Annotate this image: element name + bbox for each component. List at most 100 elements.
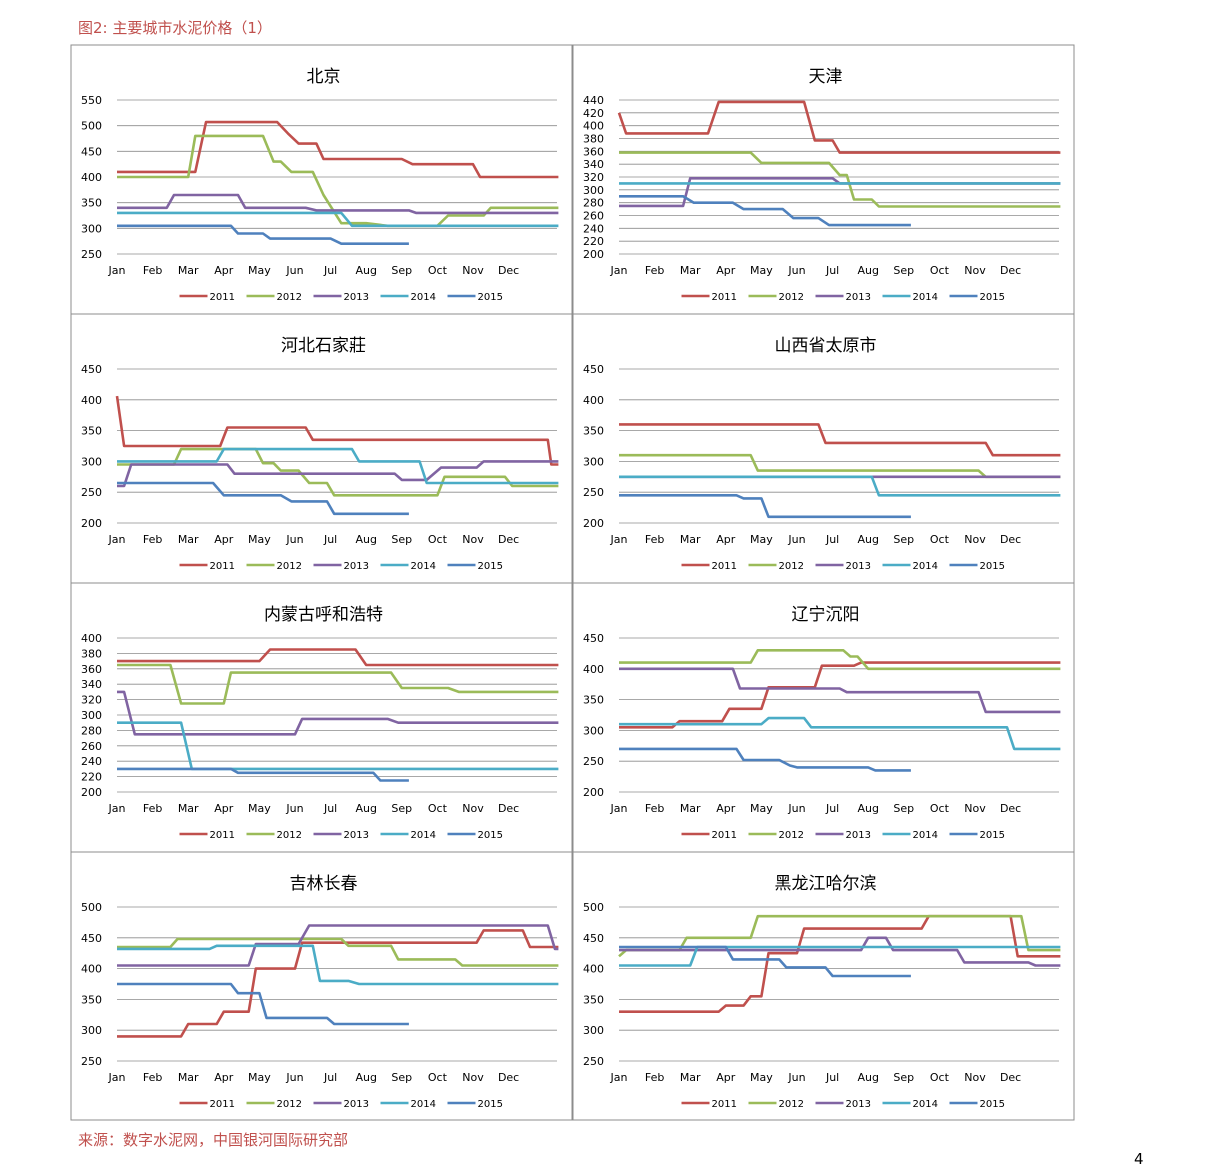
x-tick-label: Feb [143,533,162,546]
x-tick-label: Dec [1000,802,1021,815]
x-tick-label: Nov [964,533,986,546]
x-tick-label: Sep [391,533,412,546]
x-tick-label: Dec [1000,533,1021,546]
x-tick-label: Oct [428,802,448,815]
chart-panel-1: 北京 250 300 350 400 450 500 550 Jan Feb Mar Apr May Ju… [70,44,573,315]
series-line-2013 [117,924,559,967]
y-tick-label: 450 [583,363,604,376]
y-tick-label: 250 [583,486,604,499]
x-tick-label: Nov [462,1071,484,1084]
legend-label-2015: 2015 [478,292,503,303]
legend-label-2013: 2013 [344,561,369,572]
series-line-2015 [117,982,409,1026]
y-tick-label: 220 [583,235,604,248]
y-tick-label: 250 [583,755,604,768]
series-line-2014 [117,721,559,771]
x-tick-label: Oct [428,1071,448,1084]
x-tick-label: Apr [716,1071,736,1084]
series-line-2011 [617,100,1061,154]
x-tick-label: Dec [498,1071,519,1084]
x-tick-label: Mar [680,802,701,815]
x-tick-label: Sep [893,264,914,277]
series-line-2012 [619,648,1061,671]
chart-title: 山西省太原市 [775,336,877,356]
legend-label-2011: 2011 [712,561,737,572]
series-line-2013 [619,936,1061,967]
x-tick-label: Apr [716,264,736,277]
x-tick-label: Oct [930,533,950,546]
legend-label-2011: 2011 [712,292,737,303]
x-tick-label: Jun [285,533,303,546]
y-tick-label: 250 [583,1055,604,1068]
y-tick-label: 360 [583,145,604,158]
chart-title: 天津 [809,67,843,87]
x-tick-label: Dec [498,264,519,277]
chart-panel-3: 河北石家莊 200 250 300 350 400 450 Jan Feb Mar Apr May Ju… [70,313,573,584]
y-tick-label: 400 [583,963,604,976]
x-tick-label: Jun [285,802,303,815]
legend-label-2012: 2012 [277,830,302,841]
y-tick-label: 260 [81,740,102,753]
chart-title: 河北石家莊 [281,336,366,356]
legend-label-2012: 2012 [277,1099,302,1110]
series-line-2012 [117,134,559,228]
series-line-2015 [619,945,911,978]
legend-label-2014: 2014 [411,1099,436,1110]
x-tick-label: Sep [893,802,914,815]
series-line-2014 [619,716,1061,751]
x-tick-label: Dec [498,533,519,546]
y-tick-label: 200 [583,248,604,261]
y-tick-label: 500 [583,901,604,914]
y-tick-label: 350 [81,425,102,438]
series-line-2011 [117,648,559,667]
x-tick-label: Oct [930,264,950,277]
x-tick-label: Feb [143,802,162,815]
x-tick-label: Apr [214,802,234,815]
x-tick-label: May [248,1071,271,1084]
x-tick-label: Jul [323,533,337,546]
x-tick-label: Mar [680,264,701,277]
legend-label-2015: 2015 [478,1099,503,1110]
x-tick-label: Feb [143,264,162,277]
legend-label-2015: 2015 [980,1099,1005,1110]
legend-label-2014: 2014 [913,561,938,572]
x-tick-label: Jun [787,264,805,277]
series-line-2011 [115,395,559,466]
y-tick-label: 400 [583,663,604,676]
x-tick-label: Dec [1000,1071,1021,1084]
x-tick-label: Jul [323,1071,337,1084]
y-tick-label: 280 [583,197,604,210]
chart-panel-4: 山西省太原市 200 250 300 350 400 450 Jan Feb Mar Apr May J… [572,313,1075,584]
x-tick-label: Jan [610,1071,628,1084]
series-line-2012 [117,663,559,705]
x-tick-label: Feb [143,1071,162,1084]
legend-label-2013: 2013 [344,292,369,303]
x-tick-label: Aug [857,802,878,815]
y-tick-label: 450 [583,932,604,945]
y-tick-label: 350 [583,425,604,438]
y-tick-label: 500 [81,120,102,133]
legend-label-2015: 2015 [478,561,503,572]
source-note: 来源：数字水泥网，中国银河国际研究部 [78,1131,349,1149]
y-tick-label: 550 [81,94,102,107]
legend-label-2011: 2011 [210,830,235,841]
x-tick-label: Oct [930,802,950,815]
y-tick-label: 320 [81,694,102,707]
legend-label-2011: 2011 [712,830,737,841]
legend-label-2011: 2011 [210,292,235,303]
x-tick-label: Apr [214,264,234,277]
y-tick-label: 250 [81,1055,102,1068]
legend-label-2014: 2014 [913,292,938,303]
y-tick-label: 250 [81,248,102,261]
x-tick-label: Sep [893,533,914,546]
x-tick-label: May [750,1071,773,1084]
x-tick-label: Jan [610,533,628,546]
x-tick-label: Nov [462,533,484,546]
series-line-2015 [619,747,911,772]
y-tick-label: 300 [583,724,604,737]
y-tick-label: 200 [583,786,604,799]
chart-title: 内蒙古呼和浩特 [264,605,383,625]
legend-label-2012: 2012 [779,1099,804,1110]
legend-label-2012: 2012 [277,292,302,303]
